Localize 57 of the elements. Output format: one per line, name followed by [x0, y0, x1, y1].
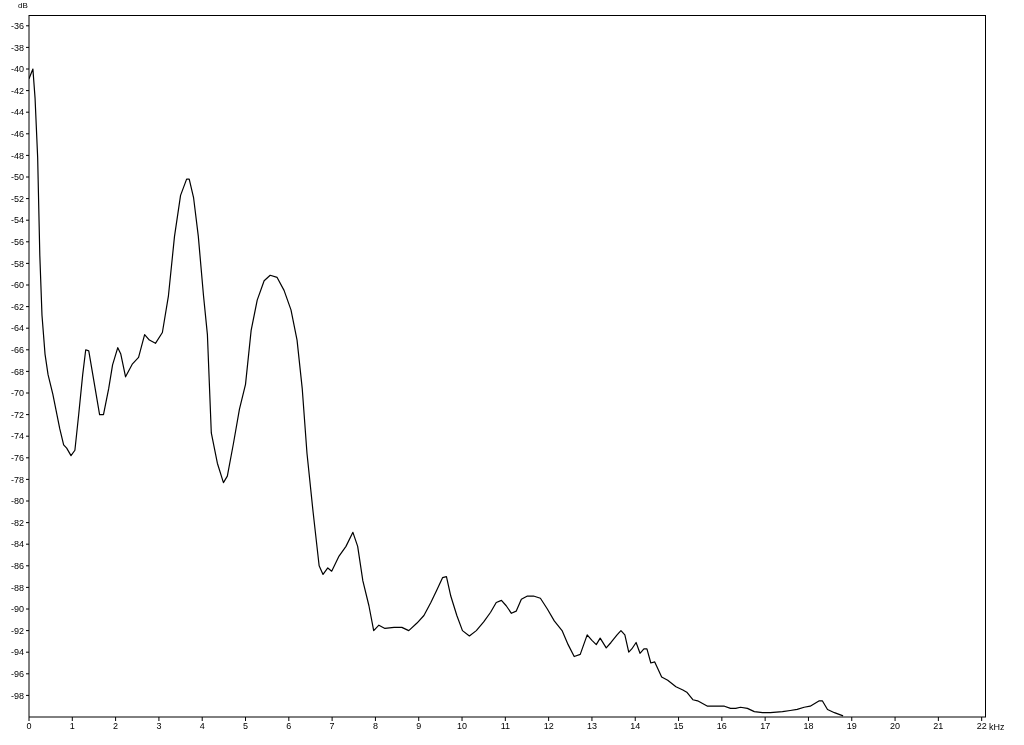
y-tick-label: -54 [10, 215, 24, 226]
x-tick-label: 1 [69, 721, 75, 732]
x-tick-label: 9 [416, 721, 422, 732]
y-tick-label: -90 [10, 604, 24, 615]
y-tick-label: -76 [10, 452, 24, 463]
x-tick-label: 17 [760, 721, 771, 732]
x-tick-label: 22 [976, 721, 987, 732]
y-tick-label: -42 [10, 85, 24, 96]
y-tick-label: -98 [10, 690, 24, 701]
y-tick-label: -68 [10, 366, 24, 377]
y-tick-label: -82 [10, 517, 24, 528]
x-tick-label: 18 [803, 721, 814, 732]
y-tick-label: -62 [10, 301, 24, 312]
y-tick-label: -36 [10, 20, 24, 31]
y-tick-label: -92 [10, 625, 24, 636]
x-tick-label: 21 [933, 721, 944, 732]
y-tick-label: -52 [10, 193, 24, 204]
y-axis-title: dB [18, 1, 28, 10]
x-tick-label: 3 [156, 721, 162, 732]
y-tick-label: -38 [10, 42, 24, 53]
y-tick-label: -78 [10, 474, 24, 485]
x-tick-label: 20 [890, 721, 901, 732]
y-tick-label: -80 [10, 496, 24, 507]
y-tick-label: -44 [10, 107, 24, 118]
y-tick-label: -48 [10, 150, 24, 161]
x-tick-label: 14 [630, 721, 641, 732]
x-tick-label: 15 [673, 721, 684, 732]
y-tick-label: -84 [10, 539, 24, 550]
x-axis-title: kHz [989, 722, 1005, 732]
y-tick-label: -40 [10, 64, 24, 75]
y-tick-label: -60 [10, 280, 24, 291]
y-tick-label: -56 [10, 237, 24, 247]
y-tick-label: -46 [10, 129, 24, 139]
x-tick-label: 16 [716, 721, 727, 732]
y-tick-label: -70 [10, 388, 24, 399]
y-tick-label: -64 [10, 323, 24, 334]
x-tick-label: 10 [457, 721, 468, 732]
x-tick-label: 5 [243, 721, 249, 732]
y-tick-label: -50 [10, 172, 24, 183]
x-tick-label: 2 [113, 721, 119, 732]
y-tick-label: -86 [10, 560, 24, 571]
y-tick-label: -88 [10, 582, 24, 593]
y-tick-label: -74 [10, 431, 24, 442]
x-tick-label: 4 [199, 721, 205, 732]
y-tick-label: -66 [10, 344, 24, 355]
y-tick-label: -94 [10, 647, 24, 658]
x-tick-label: 0 [26, 721, 32, 732]
x-tick-label: 7 [329, 721, 335, 732]
x-tick-label: 8 [372, 721, 378, 732]
y-tick-label: -96 [10, 668, 24, 679]
x-tick-label: 11 [500, 721, 511, 732]
x-tick-label: 13 [586, 721, 597, 732]
x-tick-label: 12 [543, 721, 554, 732]
x-tick-label: 6 [286, 721, 292, 732]
y-tick-label: -58 [10, 258, 24, 269]
y-tick-label: -72 [10, 409, 24, 420]
x-tick-label: 19 [846, 721, 857, 732]
